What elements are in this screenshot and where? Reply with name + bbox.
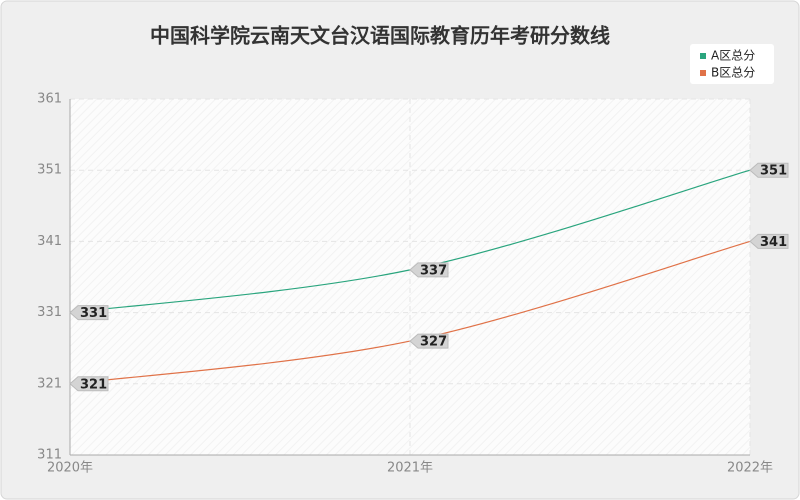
- data-label-tag: [69, 376, 109, 392]
- data-label-tag: [409, 333, 449, 349]
- data-label: 321: [80, 377, 107, 392]
- y-tick-label: 311: [37, 448, 62, 463]
- data-label-tag: [749, 162, 789, 178]
- chart-title: 中国科学院云南天文台汉语国际教育历年考研分数线: [150, 24, 610, 48]
- legend-swatch: [700, 53, 706, 59]
- legend: A区总分 B区总分: [690, 44, 774, 84]
- x-tick-label: 2020年: [47, 461, 93, 476]
- y-tick-label: 361: [37, 92, 62, 107]
- data-label-tag: [749, 233, 789, 249]
- data-label: 341: [760, 235, 787, 250]
- data-label-tag: [409, 262, 449, 278]
- legend-swatch: [700, 70, 706, 76]
- legend-label: A区总分: [711, 49, 755, 63]
- plot-area: [70, 99, 750, 455]
- data-label: 331: [80, 306, 107, 321]
- data-label: 351: [760, 164, 787, 179]
- x-tick-label: 2021年: [387, 461, 433, 476]
- y-tick-label: 351: [37, 163, 62, 178]
- y-tick-label: 341: [37, 234, 62, 249]
- legend-label: B区总分: [711, 66, 755, 80]
- legend-box: [690, 44, 774, 84]
- data-label: 327: [420, 335, 447, 350]
- y-tick-label: 331: [37, 305, 62, 320]
- data-label: 337: [420, 263, 447, 278]
- x-tick-label: 2022年: [727, 461, 773, 476]
- data-label-tag: [69, 305, 109, 321]
- y-tick-label: 321: [37, 376, 62, 391]
